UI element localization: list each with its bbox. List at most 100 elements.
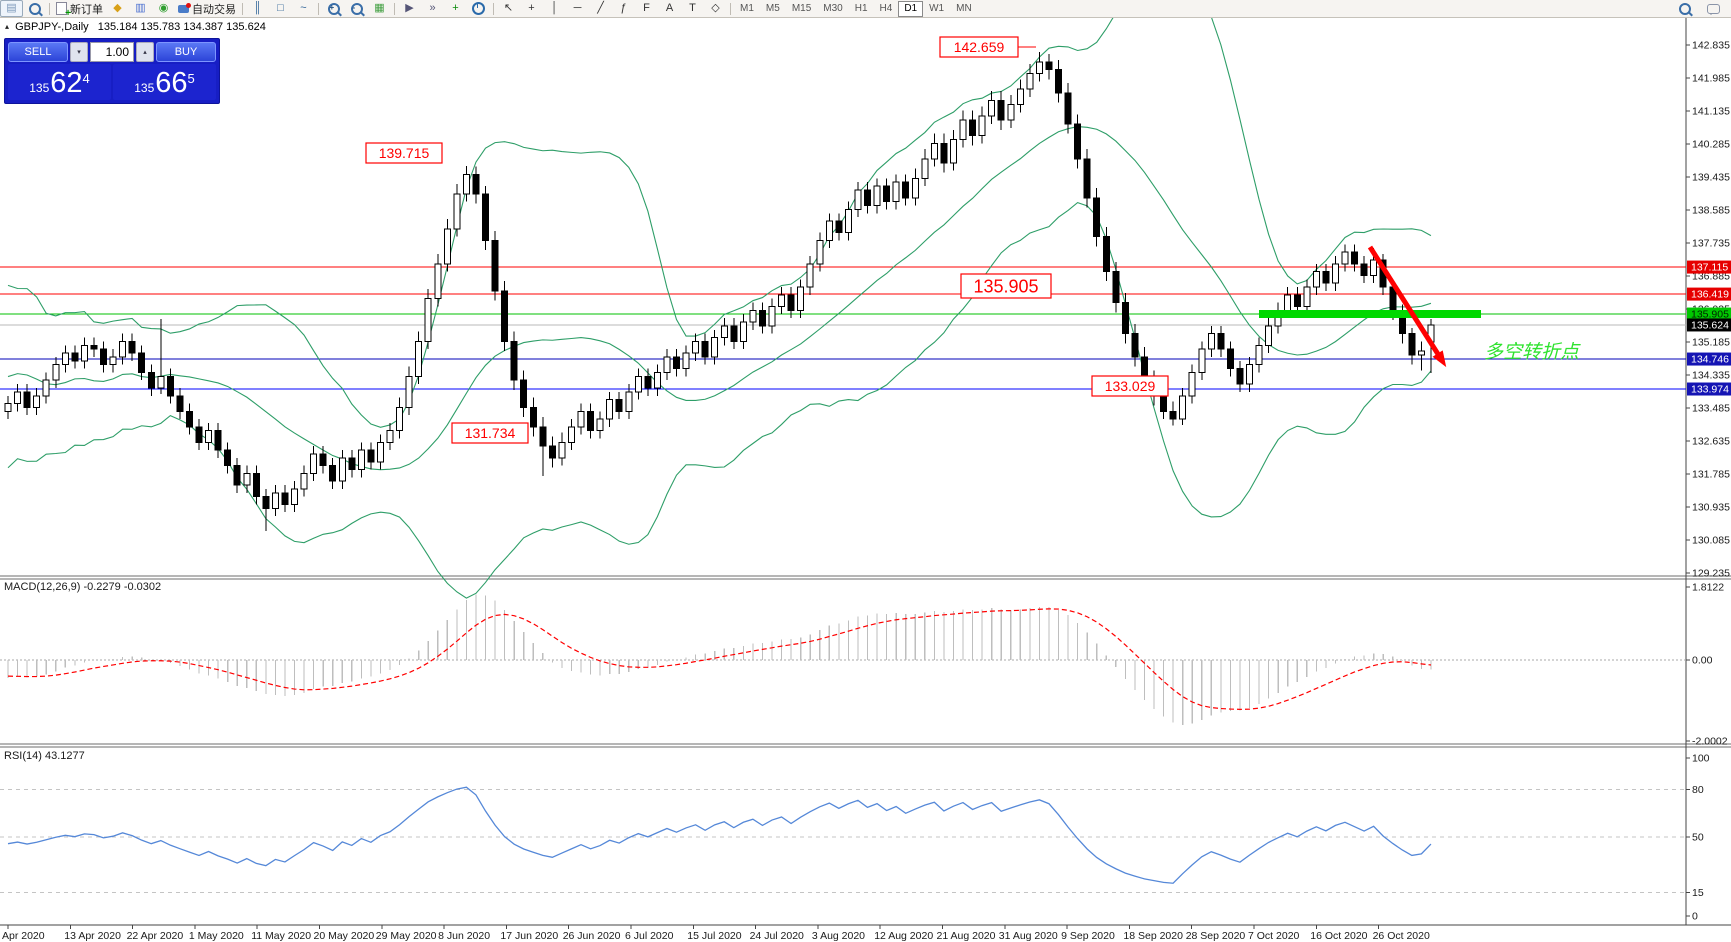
support-bar[interactable] xyxy=(1259,310,1481,318)
community-chat-icon[interactable] xyxy=(1702,0,1725,17)
horizontal-line-icon[interactable]: ─ xyxy=(566,0,589,17)
date-tick: 31 Aug 2020 xyxy=(999,930,1058,942)
price-label-135905[interactable] xyxy=(960,273,1052,299)
autotrading-button-label: 自动交易 xyxy=(192,3,236,16)
zoom-out-icon: - xyxy=(350,2,363,15)
autotrading-button[interactable]: 自动交易 xyxy=(175,0,239,17)
crosshair-icon: + xyxy=(528,2,535,14)
date-tick: 16 Oct 2020 xyxy=(1310,930,1367,942)
timeframe-m15[interactable]: M15 xyxy=(791,3,812,14)
new-order-button[interactable]: 新订单 xyxy=(53,0,106,19)
price-tick: 130.935 xyxy=(1692,501,1730,513)
fibonacci-icon: ƒ xyxy=(620,2,627,14)
vertical-line-icon[interactable]: │ xyxy=(543,0,566,17)
sell-button[interactable]: SELL xyxy=(8,42,68,62)
zoom-out-icon[interactable]: - xyxy=(345,0,368,17)
new-order-button-icon xyxy=(56,2,71,19)
date-tick: 3 Aug 2020 xyxy=(812,930,865,942)
lot-size-input[interactable] xyxy=(90,42,134,62)
price-tick: 137.735 xyxy=(1692,237,1730,249)
date-tick: 8 Jun 2020 xyxy=(438,930,490,942)
chart-shift-icon[interactable]: ▶ xyxy=(398,0,421,17)
price-label-133029-text: 133.029 xyxy=(1105,378,1156,394)
symbol-ohlc: 135.184 135.783 134.387 135.624 xyxy=(97,21,266,33)
buy-price-sup: 5 xyxy=(187,71,195,86)
axis-badge-135.624 xyxy=(1687,318,1731,332)
print-icon[interactable]: ▥ xyxy=(129,0,152,17)
date-tick: 26 Oct 2020 xyxy=(1373,930,1430,942)
candlestick-chart-icon[interactable]: □ xyxy=(269,0,292,17)
timeframe-m30[interactable]: M30 xyxy=(823,3,843,14)
bollinger-middle-band xyxy=(7,125,1432,471)
lot-increase-button[interactable]: ▴ xyxy=(136,42,154,62)
periods-icon[interactable] xyxy=(467,0,490,17)
timeframe-h4[interactable]: H4 xyxy=(879,3,893,14)
date-tick: 15 Jul 2020 xyxy=(687,930,741,942)
label-icon[interactable]: T xyxy=(681,0,704,17)
svg-text:137.115: 137.115 xyxy=(1691,262,1728,274)
buy-button[interactable]: BUY xyxy=(156,42,216,62)
axis-badge-134.746 xyxy=(1687,352,1731,366)
trendline-icon[interactable]: ╱ xyxy=(589,0,612,17)
chart-shift-icon: ▶ xyxy=(405,2,414,14)
profiles-icon[interactable] xyxy=(23,0,46,17)
timeframe-mn[interactable]: MN xyxy=(956,3,972,14)
axis-badge-135.905 xyxy=(1687,307,1731,321)
svg-text:134.746: 134.746 xyxy=(1691,354,1729,366)
price-label-142659[interactable] xyxy=(939,36,1019,58)
price-tick: 133.485 xyxy=(1692,402,1730,414)
horizontal-line-icon: ─ xyxy=(573,2,582,14)
cn-annotation-text[interactable]: 多空转折点 xyxy=(1484,341,1581,363)
cursor-icon: ↖ xyxy=(503,2,514,14)
new-order-button-label: 新订单 xyxy=(70,3,103,16)
lot-decrease-button[interactable]: ▾ xyxy=(70,42,88,62)
macd-signal-line xyxy=(7,608,1432,710)
label-icon: T xyxy=(689,2,696,14)
bar-chart-icon[interactable]: ║ xyxy=(246,0,269,17)
buy-price-tile[interactable]: 135 66 5 xyxy=(113,64,216,100)
timeframe-w1[interactable]: W1 xyxy=(929,3,945,14)
timeframe-m5[interactable]: M5 xyxy=(765,3,780,14)
timeframe-h1[interactable]: H1 xyxy=(854,3,868,14)
trendline-icon: ╱ xyxy=(597,2,604,14)
price-label-133029[interactable] xyxy=(1091,375,1169,397)
price-label-131734-text: 131.734 xyxy=(465,425,516,441)
line-chart-icon[interactable]: ~ xyxy=(292,0,315,17)
cursor-icon[interactable]: ↖ xyxy=(497,0,520,17)
axis-badge-136.419 xyxy=(1687,287,1731,301)
tile-windows-icon[interactable]: ▦ xyxy=(368,0,391,17)
history-center-icon[interactable]: ◆ xyxy=(106,0,129,17)
date-tick: 12 Aug 2020 xyxy=(874,930,933,942)
price-tick: 138.585 xyxy=(1692,204,1730,216)
toolbar-separator xyxy=(730,2,731,15)
periods-icon xyxy=(472,2,485,15)
text-icon[interactable]: A xyxy=(658,0,681,17)
price-tick: 132.635 xyxy=(1692,435,1730,447)
add-indicator-icon[interactable]: + xyxy=(444,0,467,17)
zoom-in-icon[interactable]: + xyxy=(322,0,345,17)
timeframe-m1[interactable]: M1 xyxy=(740,3,754,14)
channel-icon[interactable]: F xyxy=(635,0,658,17)
trend-arrow[interactable] xyxy=(1367,245,1441,357)
signals-icon[interactable]: ◉ xyxy=(152,0,175,17)
shapes-icon[interactable]: ◇ xyxy=(704,0,727,17)
candles xyxy=(4,51,1435,531)
search-icon[interactable] xyxy=(1673,0,1696,17)
svg-text:-2.0002: -2.0002 xyxy=(1692,736,1728,748)
new-chart-icon[interactable]: ▤ xyxy=(0,0,23,17)
axis-badge-137.115 xyxy=(1687,260,1731,274)
timeframe-d1[interactable]: D1 xyxy=(898,0,924,17)
date-tick: 21 Aug 2020 xyxy=(937,930,996,942)
sell-price-tile[interactable]: 135 62 4 xyxy=(8,64,111,100)
date-tick: 26 Jun 2020 xyxy=(563,930,621,942)
svg-text:100: 100 xyxy=(1692,753,1710,765)
date-tick: 13 Apr 2020 xyxy=(64,930,121,942)
auto-scroll-icon[interactable]: » xyxy=(421,0,444,17)
toolbar-separator xyxy=(394,2,395,15)
price-label-139715[interactable] xyxy=(365,142,443,164)
price-label-131734[interactable] xyxy=(451,422,529,444)
crosshair-icon[interactable]: + xyxy=(520,0,543,17)
fibonacci-icon[interactable]: ƒ xyxy=(612,0,635,17)
